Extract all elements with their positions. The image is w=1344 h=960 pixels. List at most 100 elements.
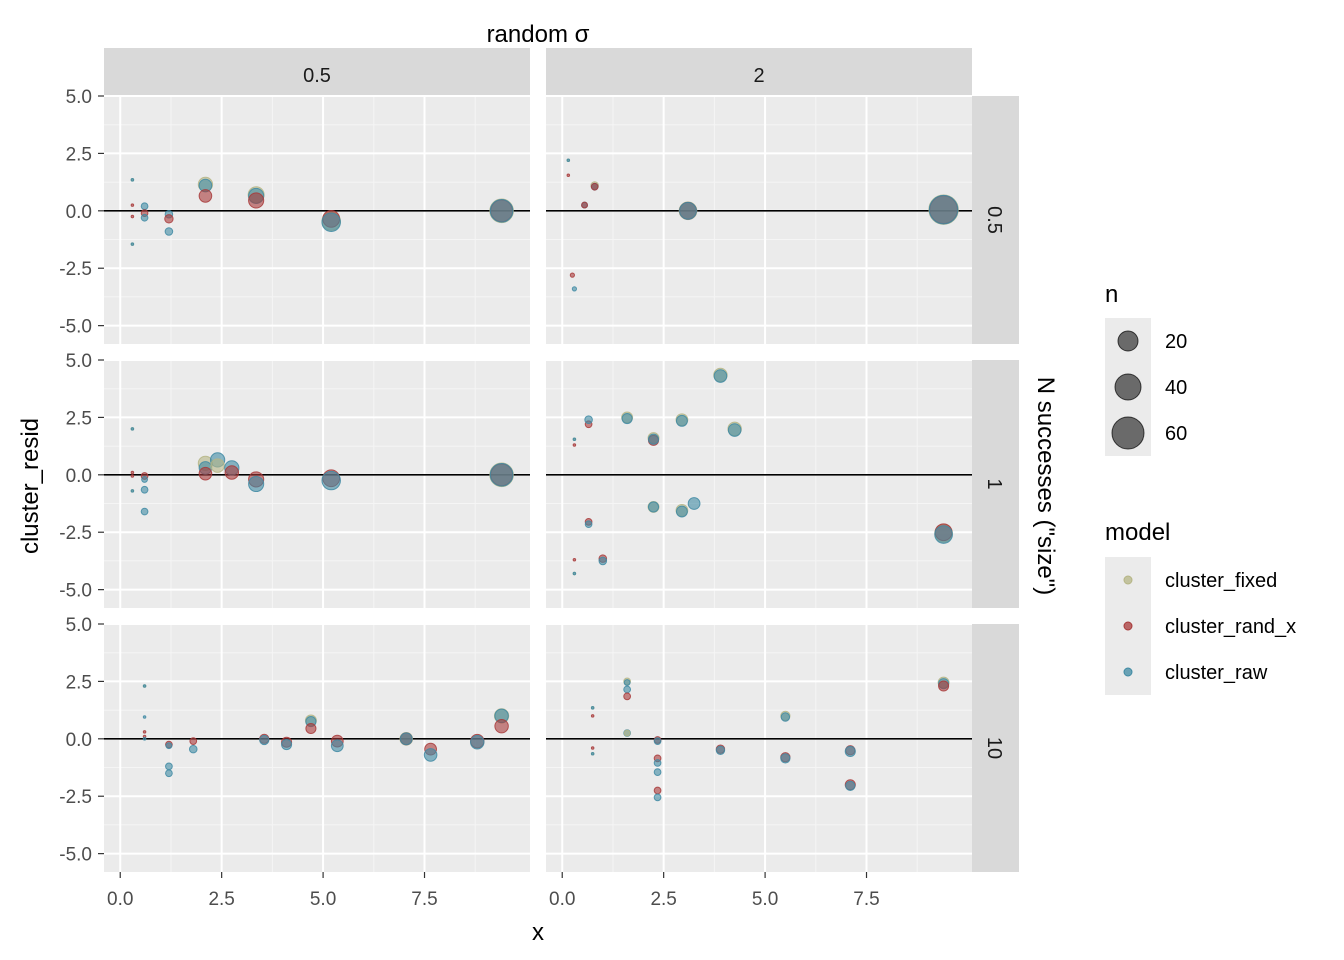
color-legend-marker — [1123, 667, 1133, 677]
size-legend: n 20 40 60 — [1105, 281, 1187, 456]
point-cluster_rand_x — [581, 201, 588, 209]
point-cluster_raw — [140, 213, 149, 222]
size-legend-label: 40 — [1165, 377, 1187, 399]
point-cluster_raw — [130, 489, 135, 493]
point-cluster_raw — [934, 525, 953, 544]
panel-background — [546, 624, 972, 872]
point-cluster_raw — [130, 242, 135, 246]
size-legend-marker — [1111, 416, 1145, 450]
panel-background — [546, 96, 972, 344]
point-cluster_raw — [679, 201, 697, 220]
panel-background — [546, 360, 972, 608]
point-cluster_raw — [572, 437, 577, 441]
point-cluster_raw — [653, 737, 662, 745]
point-cluster_raw — [675, 505, 688, 518]
point-cluster_raw — [845, 780, 856, 792]
x-tick-label: 0.0 — [549, 889, 575, 910]
row-strip-label: 0.5 — [983, 206, 1005, 234]
size-legend-marker — [1117, 330, 1139, 352]
point-cluster_rand_x — [623, 692, 632, 701]
point-cluster_raw — [780, 753, 791, 764]
point-cluster_rand_x — [189, 737, 198, 745]
point-cluster_raw — [621, 413, 633, 425]
y-tick-label: 5.0 — [66, 87, 92, 108]
point-cluster_raw — [281, 739, 293, 751]
point-cluster_raw — [647, 433, 660, 445]
point-cluster_raw — [647, 501, 660, 513]
point-cluster_rand_x — [494, 718, 509, 734]
point-cluster_raw — [248, 475, 265, 493]
y-tick-label: -5.0 — [59, 317, 92, 338]
y-tick-label: -2.5 — [59, 523, 92, 544]
point-cluster_rand_x — [590, 182, 599, 191]
point-cluster_raw — [590, 751, 595, 756]
point-cluster_raw — [590, 706, 595, 710]
point-cluster_raw — [715, 745, 726, 755]
facet-panel — [104, 623, 530, 872]
facet-panel — [546, 623, 972, 872]
point-cluster_rand_x — [130, 203, 135, 207]
point-cluster_rand_x — [164, 214, 174, 224]
point-cluster_rand_x — [938, 680, 950, 692]
point-cluster_rand_x — [198, 466, 213, 481]
row-strip — [972, 360, 1019, 608]
y-tick-label: -5.0 — [59, 845, 92, 866]
point-cluster_raw — [470, 735, 485, 750]
row-strip-label: 1 — [983, 478, 1005, 489]
color-legend-marker — [1123, 621, 1133, 631]
x-tick-label: 7.5 — [411, 889, 437, 910]
point-cluster_raw — [140, 202, 149, 211]
facet-panel — [546, 359, 972, 608]
y-axis-title: cluster_resid — [17, 418, 44, 554]
point-cluster_raw — [584, 520, 593, 529]
panel-background — [104, 624, 530, 872]
point-cluster_rand_x — [653, 786, 662, 795]
point-cluster_rand_x — [248, 192, 265, 209]
y-tick-label: 5.0 — [66, 615, 92, 636]
color-legend-title: model — [1105, 519, 1170, 546]
row-strip — [972, 624, 1019, 872]
point-cluster_raw — [598, 556, 608, 566]
point-cluster_raw — [653, 768, 662, 776]
x-tick-label: 7.5 — [853, 889, 879, 910]
point-cluster_rand_x — [590, 714, 595, 718]
point-cluster_rand_x — [130, 470, 135, 475]
point-cluster_raw — [571, 286, 578, 292]
point-cluster_raw — [330, 739, 344, 753]
facet-panel — [104, 359, 530, 608]
color-legend-label: cluster_raw — [1165, 662, 1268, 684]
point-cluster_raw — [142, 684, 147, 688]
color-legend-label: cluster_fixed — [1165, 570, 1277, 592]
point-cluster_raw — [142, 737, 147, 741]
point-cluster_raw — [140, 485, 149, 494]
point-cluster_rand_x — [130, 474, 135, 478]
x-tick-label: 0.0 — [107, 889, 133, 910]
panel-background — [104, 360, 530, 608]
point-cluster_rand_x — [198, 189, 213, 203]
size-legend-marker — [1114, 373, 1142, 401]
point-cluster_raw — [489, 198, 514, 223]
point-cluster_raw — [164, 227, 174, 236]
point-cluster_raw — [130, 427, 135, 431]
column-facet-title: random σ — [487, 21, 590, 48]
point-cluster_raw — [165, 762, 173, 771]
column-strip — [546, 48, 972, 96]
facet-panel — [546, 95, 972, 344]
point-cluster_raw — [623, 679, 631, 686]
point-cluster_rand_x — [590, 746, 595, 750]
color-legend: model cluster_fixed cluster_rand_xcluster… — [1105, 519, 1296, 695]
row-facet-title: N successes ("size") — [1032, 377, 1059, 595]
point-cluster_raw — [675, 414, 688, 427]
point-cluster_raw — [687, 497, 701, 510]
row-strip-label: 10 — [983, 737, 1005, 759]
x-tick-label: 5.0 — [752, 889, 778, 910]
point-cluster_raw — [423, 748, 438, 762]
y-tick-label: 5.0 — [66, 351, 92, 372]
x-tick-label: 2.5 — [208, 889, 234, 910]
column-strip-label: 0.5 — [303, 65, 331, 87]
x-axis-title: x — [532, 919, 544, 946]
point-cluster_raw — [780, 712, 791, 722]
y-tick-label: 2.5 — [66, 408, 92, 429]
point-cluster_raw — [142, 715, 147, 719]
point-cluster_raw — [727, 423, 742, 437]
